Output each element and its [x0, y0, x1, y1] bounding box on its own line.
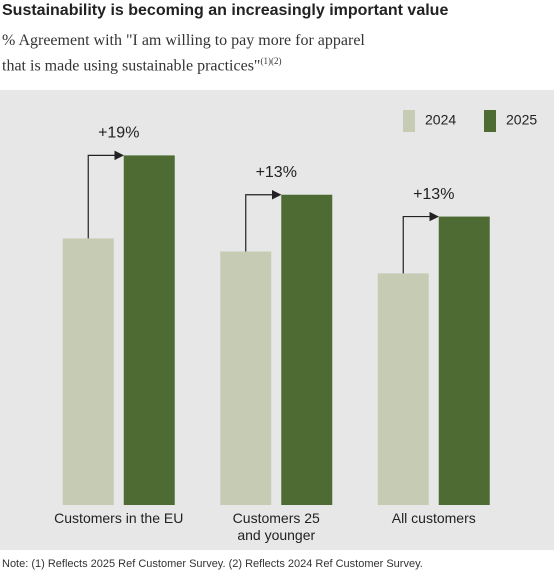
- x-tick-label: Customers in the EU: [54, 510, 183, 526]
- bar: [377, 273, 429, 505]
- legend-label: 2024: [425, 112, 456, 128]
- legend-swatch: [484, 110, 496, 132]
- bar: [281, 194, 333, 506]
- annotation: +13%: [413, 186, 454, 203]
- x-tick-label: All customers: [392, 510, 476, 526]
- annotation: +13%: [256, 164, 297, 181]
- subtitle-text: % Agreement with "I am willing to pay mo…: [2, 32, 365, 75]
- chart-title: Sustainability is becoming an increasing…: [2, 2, 449, 19]
- chart: +19% Customers in the EU +13% Customers 25 a…: [0, 90, 554, 550]
- arrow: [402, 211, 439, 274]
- arrow: [245, 189, 282, 252]
- legend-label: 2025: [506, 112, 537, 128]
- bar: [220, 251, 272, 505]
- bar: [123, 155, 175, 505]
- legend-swatch: [403, 110, 415, 132]
- x-tick-label: Customers 25 and younger: [233, 510, 320, 543]
- note: Note: (1) Reflects 2025 Ref Customer Sur…: [2, 558, 423, 570]
- bar: [438, 216, 490, 505]
- subtitle-note: (1)(2): [260, 56, 282, 66]
- subtitle: % Agreement with "I am willing to pay mo…: [2, 31, 365, 76]
- arrow: [87, 150, 124, 239]
- bar: [62, 238, 114, 505]
- annotation: +19%: [98, 125, 139, 142]
